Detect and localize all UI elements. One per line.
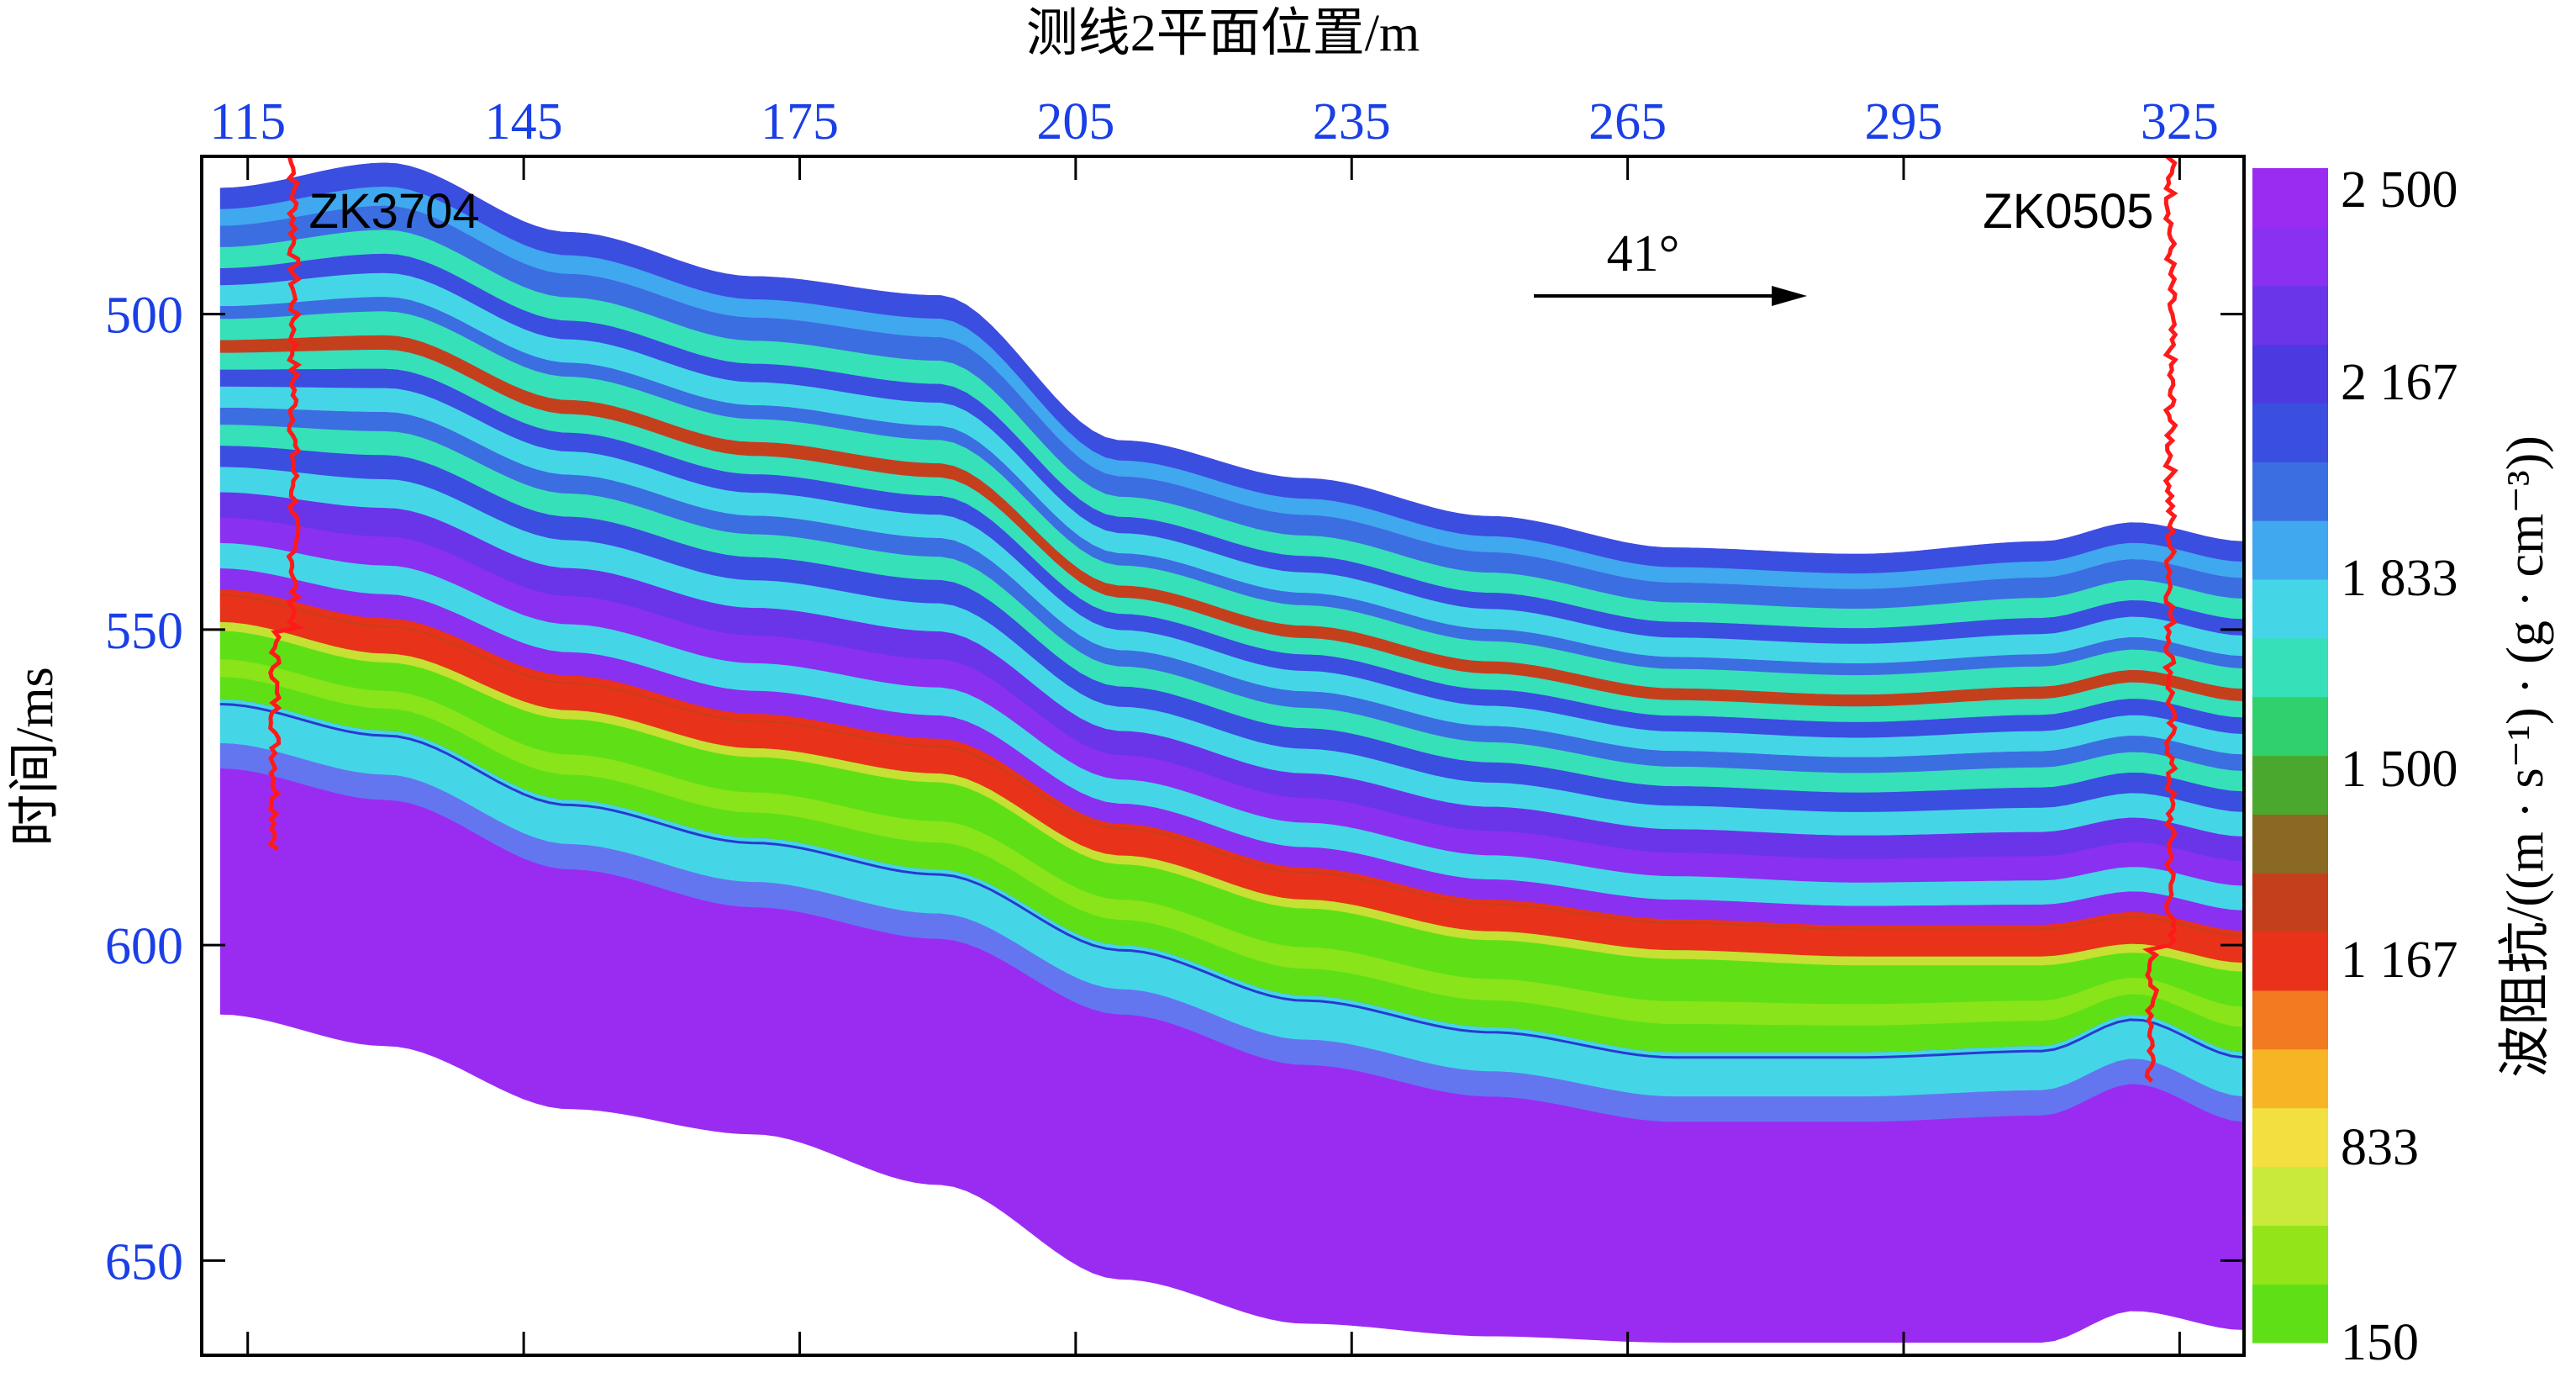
colorbar-bands [2252, 168, 2328, 1343]
x-tick-label: 115 [209, 93, 286, 150]
x-axis-title: 测线2平面位置/m [1026, 5, 1420, 62]
y-axis-title: 时间/ms [7, 667, 64, 847]
colorbar-band [2252, 579, 2328, 639]
colorbar-tick-label: 1 500 [2341, 741, 2458, 798]
upper-stripe-layer [219, 568, 2244, 932]
colorbar-band [2252, 462, 2328, 521]
colorbar-tick-label: 150 [2341, 1314, 2419, 1371]
colorbar-band [2252, 285, 2328, 346]
colorbar-band [2252, 873, 2328, 932]
upper-stripe-layer [219, 467, 2244, 837]
colorbar-band [2252, 403, 2328, 462]
colorbar-band [2252, 168, 2328, 228]
colorbar-band [2252, 696, 2328, 757]
y-tick-label: 650 [105, 1233, 183, 1291]
colorbar-tick-label: 1 833 [2341, 550, 2458, 607]
x-tick-label: 175 [761, 93, 839, 150]
impedance-section [219, 162, 2244, 1343]
upper-stripe-layer [219, 542, 2244, 911]
upper-stripe-layer [219, 446, 2244, 812]
colorbar-band [2252, 1225, 2328, 1285]
plot-area: 115 145 175 205 235 265 295 325 500 550 600 650 ZK… [105, 93, 2246, 1357]
x-tick-label: 145 [485, 93, 563, 150]
colorbar-band [2252, 344, 2328, 404]
lower-cyan-layer [219, 699, 2244, 1097]
colorbar-tick-label: 2 167 [2341, 354, 2458, 411]
colorbar-band [2252, 520, 2328, 580]
x-tick-label: 325 [2141, 93, 2219, 150]
colorbar-band [2252, 1048, 2328, 1109]
y-tick-label: 500 [105, 288, 183, 345]
colorbar-title: 波阻抗/((m · s⁻¹) · (g · cm⁻³)) [2497, 435, 2554, 1078]
colorbar-band [2252, 1107, 2328, 1167]
colorbar: 2 500 2 167 1 833 1 500 1 167 833 150 波阻抗/((m … [2252, 161, 2554, 1371]
plot-frame [200, 155, 2246, 1357]
well-label: ZK3704 [308, 184, 479, 239]
colorbar-band [2252, 1284, 2328, 1343]
upper-stripe-layer [219, 425, 2244, 793]
colorbar-band [2252, 226, 2328, 287]
x-axis-ticks: 115 145 175 205 235 265 295 325 [209, 93, 2219, 1355]
upper-stripe-layer [219, 517, 2244, 886]
well-log-curve [266, 156, 305, 852]
x-tick-label: 235 [1313, 93, 1391, 150]
y-tick-label: 550 [105, 603, 183, 660]
colorbar-tick-label: 833 [2341, 1119, 2419, 1176]
direction-annotation: 41° [1534, 225, 1807, 306]
well-labels: ZK3704 ZK0505 [308, 184, 2153, 239]
colorbar-band [2252, 990, 2328, 1050]
direction-arrowhead [1772, 286, 1807, 306]
lower-blue-layer [219, 743, 2244, 1122]
upper-stripe-layer [219, 492, 2244, 862]
upper-stripe-layer [219, 589, 2244, 952]
colorbar-band [2252, 755, 2328, 815]
colorbar-tick-labels: 2 500 2 167 1 833 1 500 1 167 833 150 [2341, 161, 2458, 1371]
colorbar-band [2252, 814, 2328, 874]
well-logs [266, 156, 2178, 1083]
colorbar-tick-label: 1 167 [2341, 932, 2458, 989]
colorbar-band [2252, 637, 2328, 698]
y-tick-label: 600 [105, 918, 183, 975]
lower-boundary-line [219, 703, 2244, 1059]
colorbar-band [2252, 932, 2328, 991]
colorbar-band [2252, 1166, 2328, 1226]
x-tick-label: 205 [1036, 93, 1114, 150]
colorbar-tick-label: 2 500 [2341, 161, 2458, 219]
x-tick-label: 295 [1865, 93, 1943, 150]
red-top-line [219, 594, 2244, 937]
direction-angle-label: 41° [1607, 225, 1680, 282]
y-axis-ticks: 500 550 600 650 [105, 288, 2244, 1291]
well-label: ZK0505 [1983, 184, 2153, 239]
x-tick-label: 265 [1588, 93, 1667, 150]
well-log-curve [2142, 156, 2178, 1083]
